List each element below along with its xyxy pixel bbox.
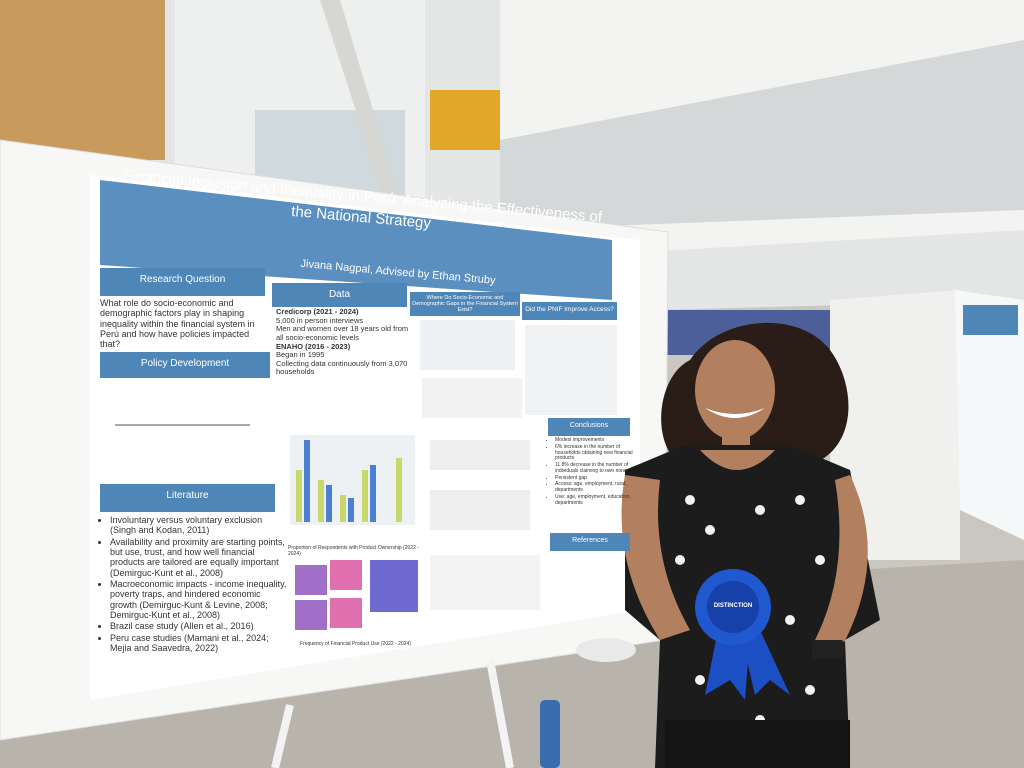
section-heading: Research Question (100, 268, 265, 296)
ribbon-label: DISTINCTION (713, 603, 753, 609)
section-heading: References (550, 533, 630, 551)
literature-item: Availability and proximity are starting … (110, 537, 288, 578)
literature-item: Peru case studies (Mamani et al., 2024; … (110, 633, 288, 654)
source-item: Men and women over 18 years old from all… (276, 324, 409, 342)
conclusions-list: Modest improvements 6% increase in the n… (545, 437, 640, 507)
literature-list: Involuntary versus voluntary exclusion (… (100, 515, 288, 654)
conclusion-item: Access: age, employment, rural, departme… (555, 481, 640, 494)
source-name: Credicorp (2021 - 2024) (276, 307, 359, 316)
section-heading: Policy Development (100, 352, 270, 378)
chart-caption: Proportion of Respondents with Product O… (288, 545, 419, 557)
literature-item: Brazil case study (Allen et al., 2016) (110, 621, 288, 631)
conclusion-item: Use: age, employment, education, departm… (555, 494, 640, 507)
literature-item: Involuntary versus voluntary exclusion (… (110, 515, 288, 536)
source-item: Collecting data continuously from 3,070 … (276, 358, 408, 377)
source-item: 5,000 in person interviews (276, 315, 364, 325)
section-heading: Literature (100, 484, 275, 512)
literature-item: Macroeconomic impacts - income inequalit… (110, 579, 288, 620)
section-heading: Did the PNIF Improve Access? (522, 302, 617, 320)
source-name: ENAHO (2016 - 2023) (276, 341, 351, 351)
conclusion-item: Modest improvements (555, 437, 640, 444)
conclusion-item: 6% increase in the number of households … (555, 444, 640, 462)
research-question: What role do socio-economic and demograp… (100, 298, 255, 350)
source-item: Began in 1995 (276, 350, 325, 360)
data-text: Credicorp (2021 - 2024) 5,000 in person … (276, 307, 411, 377)
section-heading: Conclusions (548, 418, 630, 436)
chart-caption: Frequency of Financial Product Use (2022… (300, 641, 411, 647)
conclusion-item: Persistent gap (555, 475, 640, 482)
conclusion-item: 11.8% decrease in the number of individu… (555, 462, 640, 475)
section-heading: Where Do Socio-Economic and Demographic … (410, 292, 520, 316)
section-heading: Data (272, 283, 407, 307)
